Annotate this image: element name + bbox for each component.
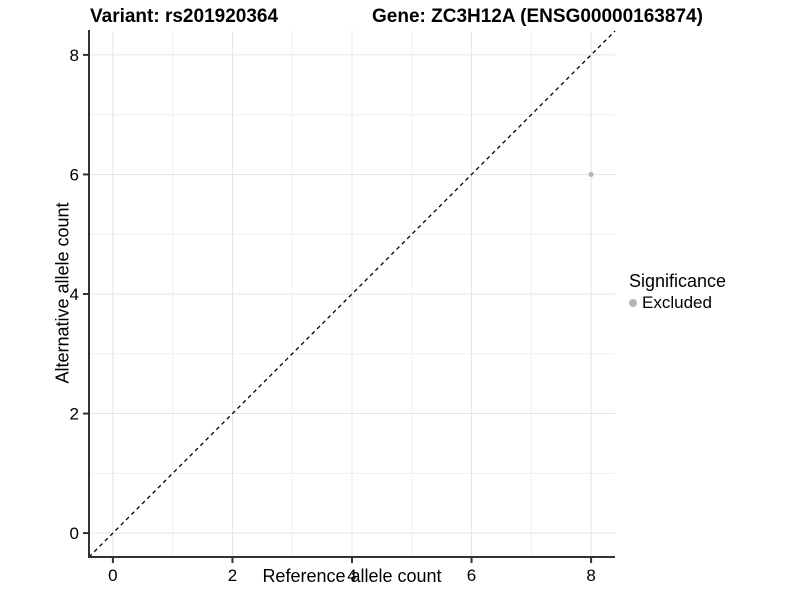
y-tick-label: 0 xyxy=(70,524,79,543)
x-tick-label: 4 xyxy=(347,566,356,585)
legend-title: Significance xyxy=(629,271,727,291)
legend-item-excluded: Excluded xyxy=(629,292,726,313)
y-axis-title: Alternative allele count xyxy=(52,202,73,384)
axis-lines xyxy=(88,30,615,558)
x-axis-title: Reference allele count xyxy=(262,566,442,586)
x-tick-label: 6 xyxy=(467,566,476,585)
y-tick-label: 8 xyxy=(70,46,79,65)
x-tick-label: 2 xyxy=(228,566,237,585)
legend-item-label: Excluded xyxy=(642,293,712,312)
data-point-excluded xyxy=(588,171,594,178)
y-tick-label: 2 xyxy=(70,405,79,424)
legend-key-dot-icon xyxy=(629,298,637,307)
y-tick-label: 4 xyxy=(70,285,79,304)
y-tick-label: 6 xyxy=(70,165,79,184)
x-tick-label: 0 xyxy=(108,566,117,585)
plot-title-gene: Gene: ZC3H12A (ENSG00000163874) xyxy=(372,6,703,27)
legend: Significance Excluded xyxy=(629,271,726,313)
x-tick-label: 8 xyxy=(586,566,595,585)
plot-title-variant: Variant: rs201920364 xyxy=(90,6,279,27)
identity-reference-line xyxy=(88,30,616,558)
